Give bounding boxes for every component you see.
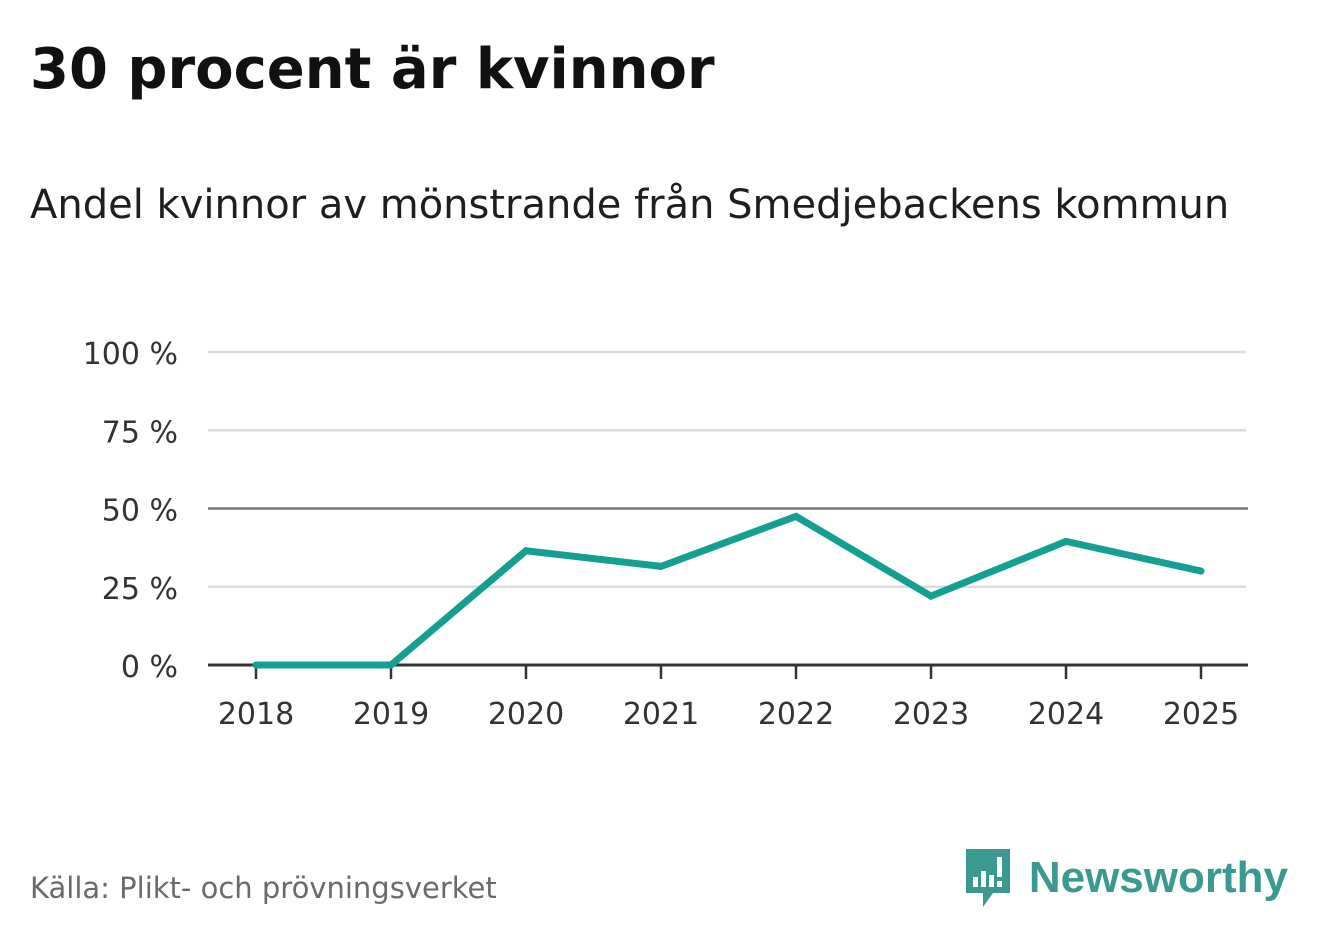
x-tick-label: 2023 bbox=[893, 697, 969, 732]
brand-name: Newsworthy bbox=[1028, 853, 1288, 902]
y-tick-label: 100 % bbox=[83, 337, 178, 372]
x-tick-label: 2024 bbox=[1028, 697, 1104, 732]
y-tick-label: 75 % bbox=[102, 415, 178, 450]
data-point bbox=[1062, 537, 1070, 545]
x-tick-label: 2022 bbox=[758, 697, 834, 732]
y-tick-label: 0 % bbox=[121, 650, 178, 685]
brand-logo: Newsworthy bbox=[963, 846, 1288, 910]
data-point bbox=[657, 562, 665, 570]
x-tick-label: 2018 bbox=[218, 697, 294, 732]
x-tick-label: 2020 bbox=[488, 697, 564, 732]
series-line bbox=[256, 512, 1202, 669]
chart-subtitle: Andel kvinnor av mönstrande från Smedjeb… bbox=[30, 182, 1230, 228]
data-point bbox=[927, 592, 935, 600]
newsworthy-logo-icon bbox=[965, 849, 1010, 907]
data-point bbox=[387, 661, 395, 669]
y-tick-label: 50 % bbox=[102, 494, 178, 529]
x-tick-label: 2019 bbox=[353, 697, 429, 732]
data-point bbox=[252, 661, 260, 669]
data-point bbox=[1197, 567, 1205, 575]
x-tick-label: 2025 bbox=[1163, 697, 1239, 732]
y-tick-label: 25 % bbox=[102, 572, 178, 607]
chart-title: 30 procent är kvinnor bbox=[30, 37, 715, 102]
data-point bbox=[522, 547, 530, 555]
x-tick-label: 2021 bbox=[623, 697, 699, 732]
line-chart: 0 % 25 % 50 % 75 % 100 % 2018 2019 2020 2021 2022… bbox=[83, 337, 1248, 732]
data-point bbox=[792, 512, 800, 520]
source-note: Källa: Plikt- och prövningsverket bbox=[30, 871, 497, 905]
